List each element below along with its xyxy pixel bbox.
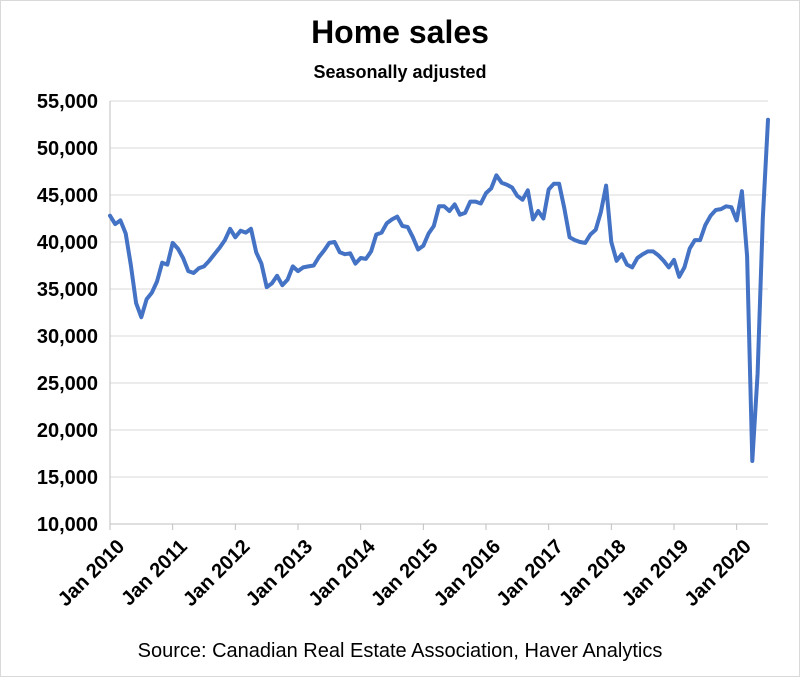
y-tick-label: 25,000: [37, 373, 98, 395]
x-tick-label: Jan 2020: [680, 536, 755, 611]
y-tick-label: 20,000: [37, 420, 98, 442]
chart-source-note: Source: Canadian Real Estate Association…: [137, 640, 663, 662]
x-tick-label: Jan 2012: [179, 536, 254, 611]
x-tick-label: Jan 2013: [242, 536, 317, 611]
y-tick-label: 55,000: [37, 91, 98, 113]
y-tick-label: 45,000: [37, 185, 98, 207]
x-tick-label: Jan 2010: [54, 536, 129, 611]
x-tick-label: Jan 2017: [492, 536, 567, 611]
y-tick-label: 50,000: [37, 138, 98, 160]
y-tick-label: 35,000: [37, 279, 98, 301]
x-tick-label: Jan 2019: [618, 536, 693, 611]
series-line-home-sales: [108, 117, 770, 463]
y-tick-label: 30,000: [37, 326, 98, 348]
x-tick-label: Jan 2015: [367, 536, 442, 611]
x-tick-label: Jan 2011: [117, 536, 192, 611]
x-tick-label: Jan 2016: [430, 536, 505, 611]
x-axis-tick-marks: [109, 524, 738, 530]
x-tick-label: Jan 2014: [304, 535, 380, 611]
chart-subtitle: Seasonally adjusted: [313, 62, 487, 82]
x-tick-label: Jan 2018: [555, 536, 630, 611]
y-tick-label: 15,000: [37, 467, 98, 489]
y-axis-tick-labels: 10,000 15,000 20,000 25,000 30,000 35,000 40,0…: [37, 91, 98, 536]
y-tick-label: 40,000: [37, 232, 98, 254]
gridlines: [110, 100, 768, 478]
y-tick-label: 10,000: [37, 514, 98, 536]
chart-title: Home sales: [311, 14, 489, 50]
